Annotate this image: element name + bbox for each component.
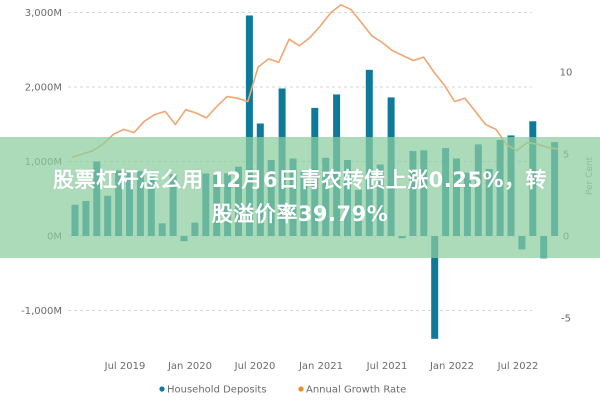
right-tick-label: -5 xyxy=(561,314,571,325)
x-axis: Jul 2019 Jan 2020 Jul 2020 Jan 2021 Jul 2021… xyxy=(104,361,539,372)
bar xyxy=(245,15,253,237)
x-tick-label: Jul 2021 xyxy=(366,361,408,372)
bar xyxy=(431,236,439,339)
x-tick-label: Jan 2022 xyxy=(429,361,474,372)
left-tick-label: -1,000M xyxy=(21,306,62,317)
legend-growth-marker xyxy=(298,386,304,392)
x-tick-label: Jan 2021 xyxy=(298,361,343,372)
headline-line-1: 股票杠杆怎么用 12月6日青农转债上涨0.25%，转 xyxy=(53,168,547,192)
right-tick-label: 10 xyxy=(560,68,573,79)
x-tick-label: Jul 2022 xyxy=(497,361,539,372)
headline-overlay-band xyxy=(0,137,600,258)
left-tick-label: 2,000M xyxy=(25,83,62,94)
left-tick-label: 3,000M xyxy=(25,8,62,19)
x-tick-label: Jul 2020 xyxy=(234,361,276,372)
legend-household-marker xyxy=(159,386,165,392)
headline-line-2: 股溢价率39.79% xyxy=(211,202,389,226)
legend-growth-label[interactable]: Annual Growth Rate xyxy=(306,385,406,396)
x-tick-label: Jul 2019 xyxy=(104,361,146,372)
legend: Household Deposits Annual Growth Rate xyxy=(159,385,406,396)
headline: 股票杠杆怎么用 12月6日青农转债上涨0.25%，转 股溢价率39.79% xyxy=(0,163,600,231)
annual-growth-rate-line xyxy=(71,4,559,159)
legend-household-label[interactable]: Household Deposits xyxy=(167,385,267,396)
x-tick-label: Jan 2020 xyxy=(167,361,212,372)
